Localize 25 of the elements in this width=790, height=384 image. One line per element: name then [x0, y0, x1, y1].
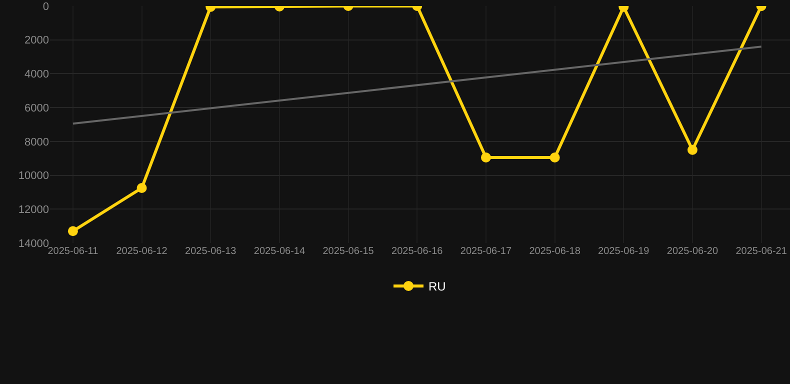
- x-tick-label: 2025-06-16: [392, 246, 444, 257]
- legend-label: RU: [428, 280, 446, 294]
- x-tick-label: 2025-06-12: [116, 246, 168, 257]
- x-tick-label: 2025-06-15: [322, 246, 374, 257]
- x-tick-label: 2025-06-14: [254, 246, 306, 257]
- y-tick-label: 2000: [24, 34, 49, 47]
- y-tick-label: 10000: [18, 170, 49, 182]
- point: [68, 226, 78, 236]
- x-tick-label: 2025-06-18: [529, 246, 581, 257]
- point: [550, 152, 560, 163]
- point: [687, 144, 698, 155]
- point: [480, 152, 491, 163]
- y-tick-label: 6000: [24, 102, 49, 114]
- y-tick-label: 14000: [18, 238, 49, 250]
- x-tick-label: 2025-06-21: [736, 246, 788, 257]
- x-tick-label: 2025-06-13: [185, 246, 237, 257]
- y-tick-label: 0: [42, 0, 49, 13]
- x-tick-label: 2025-06-17: [460, 246, 512, 257]
- point: [136, 182, 147, 193]
- y-tick-label: 8000: [24, 136, 49, 148]
- y-tick-label: 4000: [24, 68, 49, 81]
- x-tick-label: 2025-06-19: [598, 246, 650, 257]
- y-tick-label: 12000: [18, 204, 49, 216]
- x-tick-label: 2025-06-20: [666, 246, 718, 257]
- x-tick-label: 2025-06-11: [48, 246, 99, 257]
